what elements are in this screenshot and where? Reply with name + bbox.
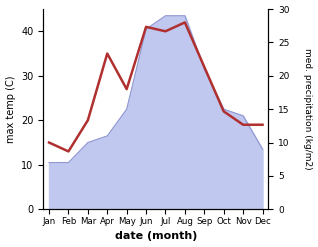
Y-axis label: max temp (C): max temp (C) xyxy=(5,75,16,143)
Y-axis label: med. precipitation (kg/m2): med. precipitation (kg/m2) xyxy=(303,48,313,170)
X-axis label: date (month): date (month) xyxy=(114,231,197,242)
